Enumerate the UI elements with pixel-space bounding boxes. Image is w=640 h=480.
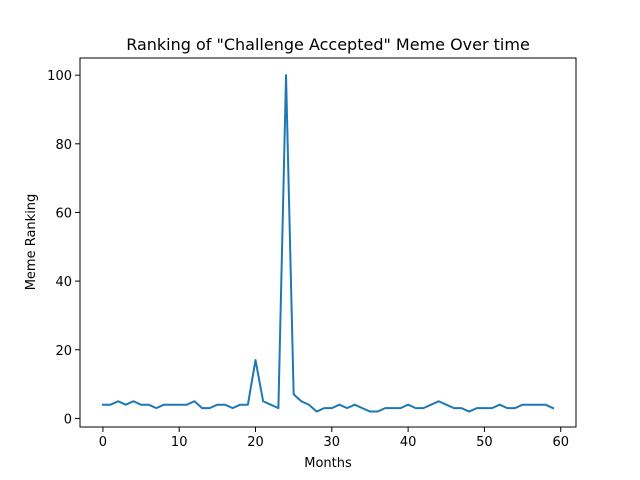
- y-tick-label: 100: [47, 69, 72, 84]
- y-tick-label: 60: [55, 206, 72, 221]
- y-tick-label: 80: [55, 138, 72, 153]
- x-tick-label: 40: [400, 435, 417, 450]
- x-axis-label: Months: [304, 456, 352, 471]
- plot-area: 0 10 20 30 40 50 60 0 20 40 60 80 100: [47, 57, 577, 450]
- y-tick-label: 20: [55, 344, 72, 359]
- y-axis-label: Meme Ranking: [24, 194, 39, 291]
- y-tick-label: 0: [64, 412, 72, 427]
- x-tick-label: 50: [476, 435, 493, 450]
- series-line-0: [101, 74, 555, 413]
- x-tick-label: 60: [552, 435, 569, 450]
- chart-title: Ranking of "Challenge Accepted" Meme Ove…: [126, 35, 530, 54]
- x-tick-label: 0: [99, 435, 107, 450]
- axes-frame: [79, 57, 577, 428]
- x-tick-label: 10: [171, 435, 188, 450]
- x-tick-label: 30: [324, 435, 341, 450]
- x-tick-label: 20: [247, 435, 264, 450]
- y-tick-label: 40: [55, 275, 72, 290]
